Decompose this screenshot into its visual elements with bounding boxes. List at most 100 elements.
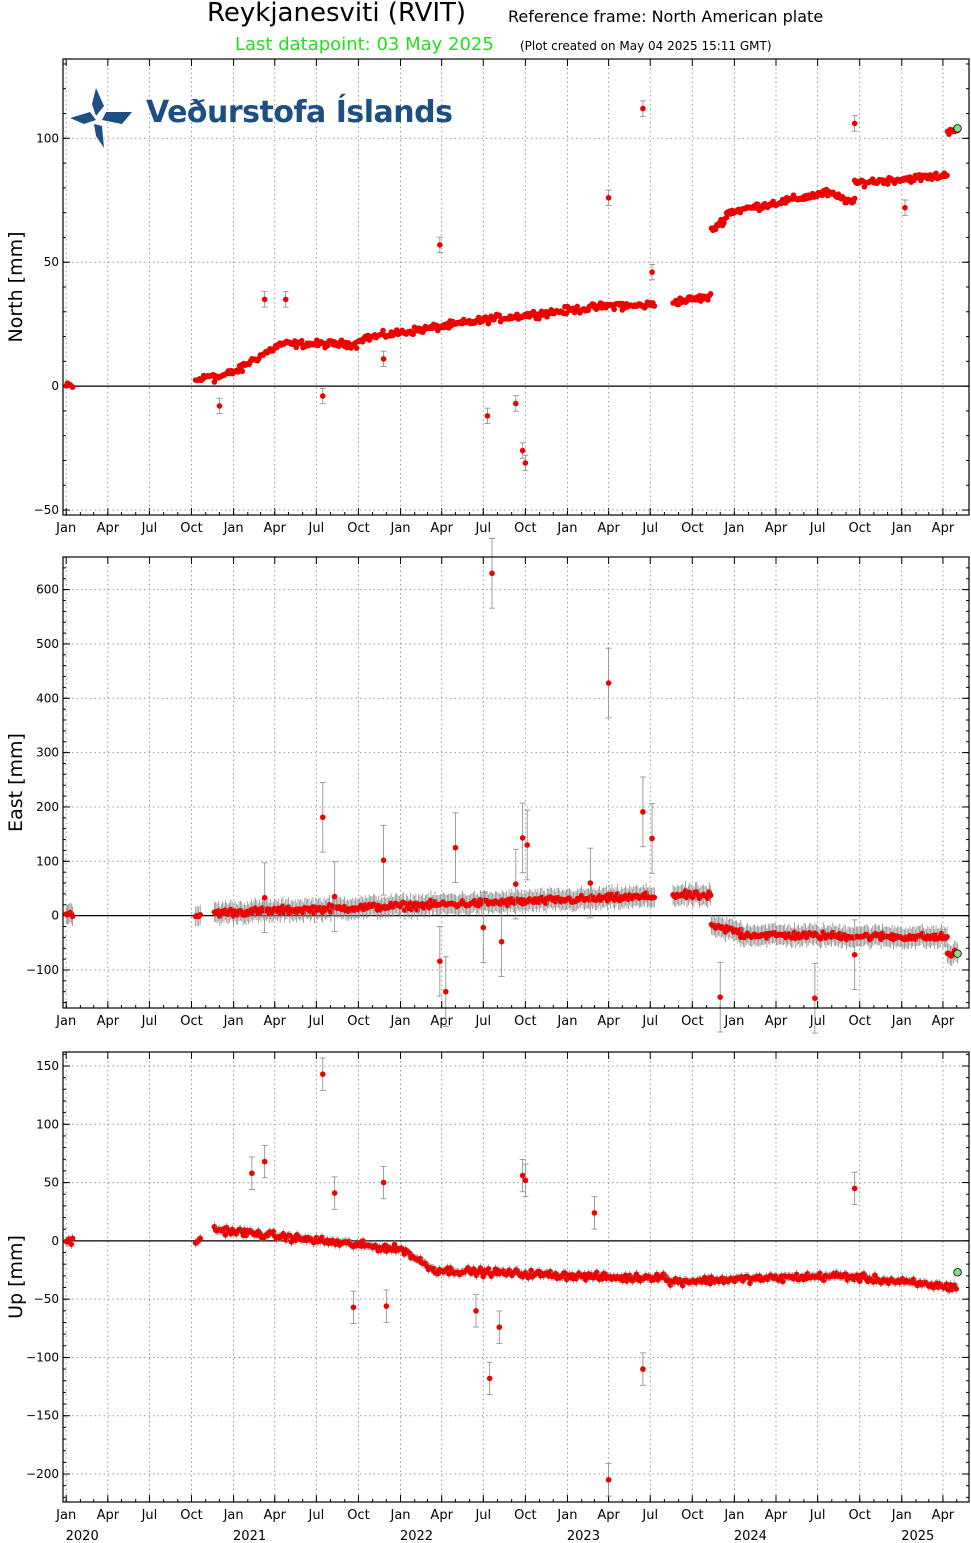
x-tick-label: Jul	[474, 521, 491, 536]
outlier-point	[605, 194, 612, 201]
x-tick-label: Apr	[264, 1014, 287, 1029]
year-label: 2024	[734, 1529, 767, 1543]
outlier-point	[282, 296, 289, 303]
plot-frame	[62, 1051, 970, 1503]
outlier-point	[519, 447, 526, 454]
x-tick-label: Oct	[514, 521, 536, 536]
x-tick-label: Oct	[848, 521, 870, 536]
outlier-point	[524, 842, 531, 848]
outlier-point	[605, 680, 612, 686]
x-tick-label: Oct	[848, 1014, 870, 1029]
x-tick-label: Oct	[681, 521, 703, 536]
y-tick-label: 100	[36, 854, 59, 868]
x-tick-label: Jul	[809, 1014, 826, 1029]
y-tick-label: 100	[36, 1117, 59, 1131]
y-tick-label: 50	[44, 255, 59, 269]
x-tick-label: Oct	[514, 1508, 536, 1523]
x-tick-label: Jul	[141, 521, 158, 536]
x-tick-label: Jan	[891, 1014, 912, 1029]
x-tick-label: Jan	[891, 1508, 912, 1523]
x-tick-label: Jan	[223, 1014, 244, 1029]
data-point	[707, 892, 714, 899]
x-tick-label: Oct	[514, 1014, 536, 1029]
y-tick-label: 400	[36, 691, 59, 705]
outlier-point	[319, 1071, 326, 1077]
outlier-point	[480, 924, 487, 931]
data-point	[712, 226, 719, 233]
x-tick-label: Jul	[474, 1508, 491, 1523]
x-tick-label: Apr	[430, 521, 453, 536]
x-tick-label: Oct	[848, 1508, 870, 1523]
outlier-point	[484, 413, 491, 419]
x-tick-label: Jul	[809, 521, 826, 536]
year-label: 2020	[66, 1529, 99, 1543]
x-tick-label: Oct	[180, 1014, 202, 1029]
last-data-point	[953, 124, 962, 133]
year-label: 2021	[233, 1529, 266, 1543]
outlier-point	[496, 1324, 503, 1330]
x-tick-label: Apr	[264, 521, 287, 536]
data-point	[953, 1286, 959, 1292]
data-point	[222, 1232, 229, 1238]
vedurstofa-logo: Veðurstofa Íslands	[66, 84, 453, 152]
data-point	[293, 344, 300, 351]
x-tick-label: Jan	[891, 521, 912, 536]
x-tick-label: Jul	[141, 1508, 158, 1523]
outlier-point	[519, 835, 526, 841]
x-tick-label: Apr	[430, 1508, 453, 1523]
outlier-point	[522, 460, 529, 466]
x-tick-label: Jan	[55, 1508, 76, 1523]
x-tick-label: Apr	[430, 1014, 453, 1029]
y-tick-label: −100	[26, 963, 59, 977]
x-tick-label: Jul	[641, 521, 658, 536]
outlier-point	[812, 995, 818, 1002]
data-point	[817, 1270, 823, 1277]
outlier-point	[591, 1210, 598, 1216]
x-tick-label: Jan	[55, 521, 76, 536]
data-point	[884, 181, 891, 187]
data-point	[69, 913, 76, 920]
outlier-point	[522, 1177, 529, 1184]
data-point	[197, 1235, 204, 1242]
outlier-point	[319, 393, 326, 399]
x-tick-label: Oct	[347, 521, 369, 536]
x-tick-label: Apr	[932, 521, 955, 536]
x-tick-label: Jan	[556, 1014, 577, 1029]
station-title: Reykjanesviti (RVIT)	[207, 0, 467, 28]
year-label: 2023	[567, 1529, 600, 1543]
data-point	[574, 303, 581, 310]
plot-frame	[62, 556, 970, 1009]
x-tick-label: Jan	[723, 521, 744, 536]
y-tick-label: −50	[34, 1292, 59, 1306]
x-tick-label: Jan	[389, 1508, 410, 1523]
data-point	[353, 345, 360, 351]
outlier-point	[442, 988, 449, 995]
data-point	[325, 342, 331, 349]
x-tick-label: Apr	[264, 1508, 287, 1523]
outlier-point	[489, 570, 495, 577]
outlier-point	[261, 894, 268, 901]
last-datapoint-label: Last datapoint: 03 May 2025	[235, 34, 494, 55]
x-tick-label: Apr	[597, 1508, 620, 1523]
data-point	[239, 368, 246, 375]
data-point	[723, 214, 730, 221]
x-tick-label: Apr	[97, 1014, 120, 1029]
x-tick-label: Oct	[681, 1508, 703, 1523]
outlier-point	[437, 958, 443, 965]
x-tick-label: Jan	[389, 1014, 410, 1029]
last-data-point	[953, 1268, 962, 1277]
outlier-point	[486, 1375, 493, 1382]
y-tick-label: −50	[34, 503, 59, 517]
outlier-point	[717, 994, 724, 1000]
outlier-point	[512, 881, 519, 887]
plot-frame	[62, 58, 970, 516]
x-tick-label: Jul	[308, 521, 325, 536]
outlier-point	[380, 857, 387, 864]
outlier-point	[605, 1477, 612, 1483]
outlier-point	[380, 356, 387, 362]
outlier-point	[473, 1308, 479, 1314]
x-tick-label: Jan	[723, 1014, 744, 1029]
outlier-point	[216, 403, 223, 409]
data-point	[651, 894, 658, 901]
